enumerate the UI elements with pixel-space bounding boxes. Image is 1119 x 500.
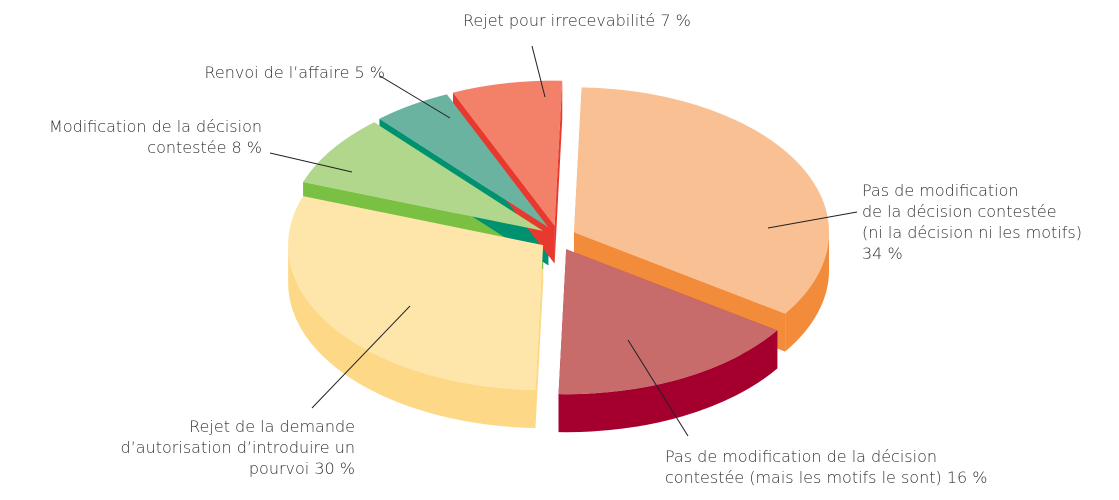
- slice-label: Pas de modification de la décision conte…: [665, 446, 988, 488]
- slice-label: Pas de modification de la décision conte…: [862, 180, 1082, 264]
- slice-side: [558, 330, 778, 433]
- slice: [558, 249, 778, 395]
- category-label: Rejet pour irrecevabilité: [463, 11, 656, 30]
- leader-line: [767, 211, 858, 229]
- slice: [303, 122, 544, 231]
- leader-line: [269, 152, 353, 173]
- leader-line: [627, 339, 689, 437]
- slice-label: Modification de la décision contestée 8 …: [49, 116, 262, 158]
- slice-label: Renvoi de l’affaire 5 %: [205, 62, 386, 83]
- category-label: Renvoi de l’affaire: [204, 63, 350, 82]
- slice-edge: [535, 245, 544, 429]
- value-label: 30 %: [314, 459, 355, 478]
- slice: [574, 87, 830, 314]
- value-label: 16 %: [946, 468, 988, 487]
- leader-line: [311, 305, 411, 409]
- value-label: 8 %: [231, 138, 262, 157]
- value-label: 34 %: [862, 244, 903, 263]
- slice: [379, 94, 549, 228]
- leader-line: [379, 75, 451, 119]
- slice-side: [288, 245, 536, 429]
- slice-edge: [554, 80, 563, 264]
- value-label: 7 %: [660, 11, 691, 30]
- category-label: Rejet de la demande d’autorisation d’int…: [120, 417, 355, 478]
- leader-line: [531, 45, 546, 98]
- slice-label: Rejet pour irrecevabilité 7 %: [463, 10, 691, 31]
- slice: [288, 196, 544, 391]
- slice: [452, 80, 563, 226]
- category-label: Pas de modification de la décision conte…: [665, 447, 942, 487]
- slice-side: [785, 232, 830, 352]
- category-label: Modification de la décision contestée: [49, 117, 262, 157]
- category-label: Pas de modification de la décision conte…: [862, 181, 1082, 242]
- slice-label: Rejet de la demande d’autorisation d’int…: [121, 416, 355, 479]
- value-label: 5 %: [354, 63, 385, 82]
